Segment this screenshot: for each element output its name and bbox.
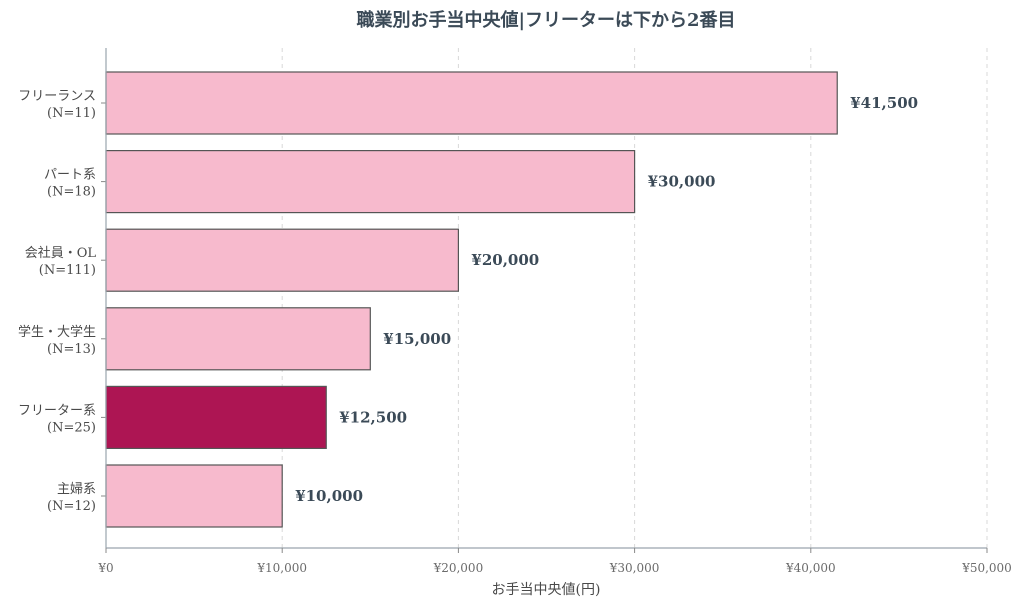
x-axis-title: お手当中央値(円) xyxy=(492,582,601,598)
bars-layer: ¥41,500 ¥30,000 ¥20,000 ¥15,000 ¥12,500 ¥10,0… xyxy=(105,71,918,528)
category-count-label: (N=12) xyxy=(47,499,96,514)
x-tick-label: ¥50,000 xyxy=(961,561,1012,575)
category-count-label: (N=25) xyxy=(47,420,96,435)
category-label: 会社員・OL xyxy=(25,245,97,261)
category-label: 学生・大学生 xyxy=(18,324,96,340)
category-count-label: (N=11) xyxy=(47,106,96,121)
bar xyxy=(105,150,636,214)
x-tick-label: ¥10,000 xyxy=(256,561,307,575)
category-count-label: (N=13) xyxy=(47,342,96,357)
category-label: 主婦系 xyxy=(57,481,96,497)
bar-value-label: ¥30,000 xyxy=(648,173,716,191)
bar-value-label: ¥41,500 xyxy=(850,94,918,112)
bar-value-label: ¥12,500 xyxy=(339,408,407,426)
category-count-label: (N=18) xyxy=(47,185,96,200)
axes-layer: フリーランス (N=11) パート系 (N=18) 会社員・OL (N=111) 学生・大学… xyxy=(18,48,1012,575)
bar xyxy=(105,71,838,135)
bar-value-label: ¥10,000 xyxy=(295,487,363,505)
x-tick-label: ¥0 xyxy=(97,561,113,575)
chart-title: 職業別お手当中央値|フリーターは下から2番目 xyxy=(356,9,735,31)
bar xyxy=(105,228,459,292)
bar-value-label: ¥15,000 xyxy=(383,330,451,348)
category-count-label: (N=111) xyxy=(39,263,96,278)
category-label: パート系 xyxy=(44,168,96,183)
bar xyxy=(105,385,327,449)
category-label: フリーランス xyxy=(18,89,96,104)
bar xyxy=(105,464,283,528)
x-tick-label: ¥40,000 xyxy=(785,561,836,575)
bar-value-label: ¥20,000 xyxy=(471,251,539,269)
x-tick-label: ¥20,000 xyxy=(433,561,484,575)
bar xyxy=(105,307,371,371)
category-label: フリーター系 xyxy=(18,403,96,418)
x-tick-label: ¥30,000 xyxy=(609,561,660,575)
